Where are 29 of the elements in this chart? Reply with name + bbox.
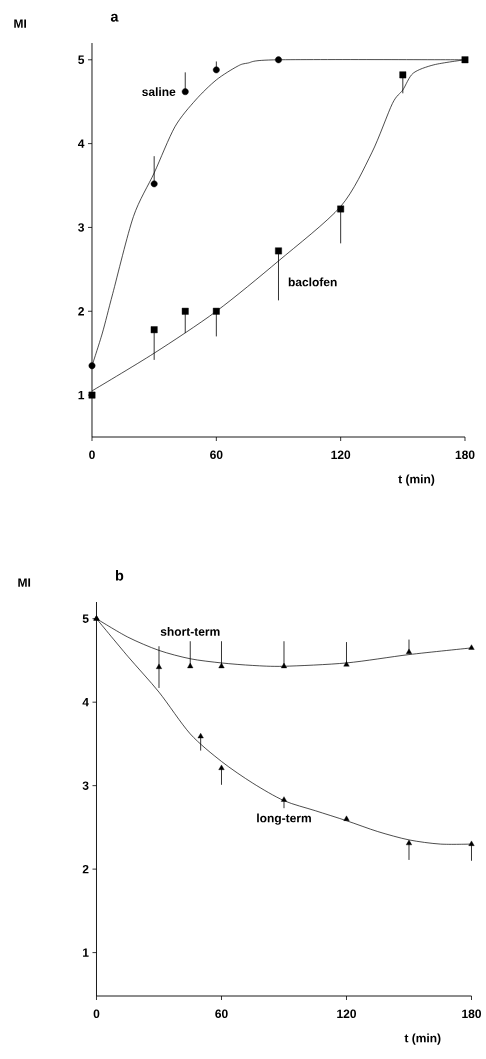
x-tick-label: 180: [455, 450, 475, 460]
x-axis-title: t (min): [398, 474, 435, 486]
series-label: saline: [142, 87, 176, 97]
x-tick-label: 60: [210, 450, 223, 460]
y-tick-label: 2: [78, 307, 84, 316]
chart-title: a: [110, 13, 119, 22]
point: [156, 663, 162, 669]
y-tick-label: 3: [78, 223, 85, 232]
x-tick-label: 60: [215, 1009, 228, 1019]
x-tick-label: 180: [462, 1009, 482, 1019]
chart-title: b: [115, 570, 124, 581]
x-tick-label: 120: [337, 1009, 357, 1019]
y-tick-label: 4: [82, 698, 89, 707]
series-label: long-term: [257, 813, 311, 825]
y-tick-label: 3: [82, 781, 89, 790]
y-tick-label: 1: [83, 948, 89, 957]
y-tick-label: 1: [78, 390, 85, 400]
y-tick-label: 5: [78, 55, 85, 64]
y-tick-label: 2: [82, 864, 89, 874]
y-tick-label: 4: [77, 139, 85, 148]
y-axis-title: MI: [18, 578, 31, 587]
y-tick-label: 5: [82, 614, 89, 623]
y-axis-title: MI: [14, 19, 26, 28]
x-tick-label: 0: [93, 1009, 100, 1019]
x-tick-label: 120: [331, 450, 351, 460]
text: short-term: [160, 627, 220, 636]
text: baclofen: [288, 277, 337, 287]
x-tick-label: 0: [89, 450, 95, 460]
x-axis-title: t (min): [404, 1033, 441, 1045]
